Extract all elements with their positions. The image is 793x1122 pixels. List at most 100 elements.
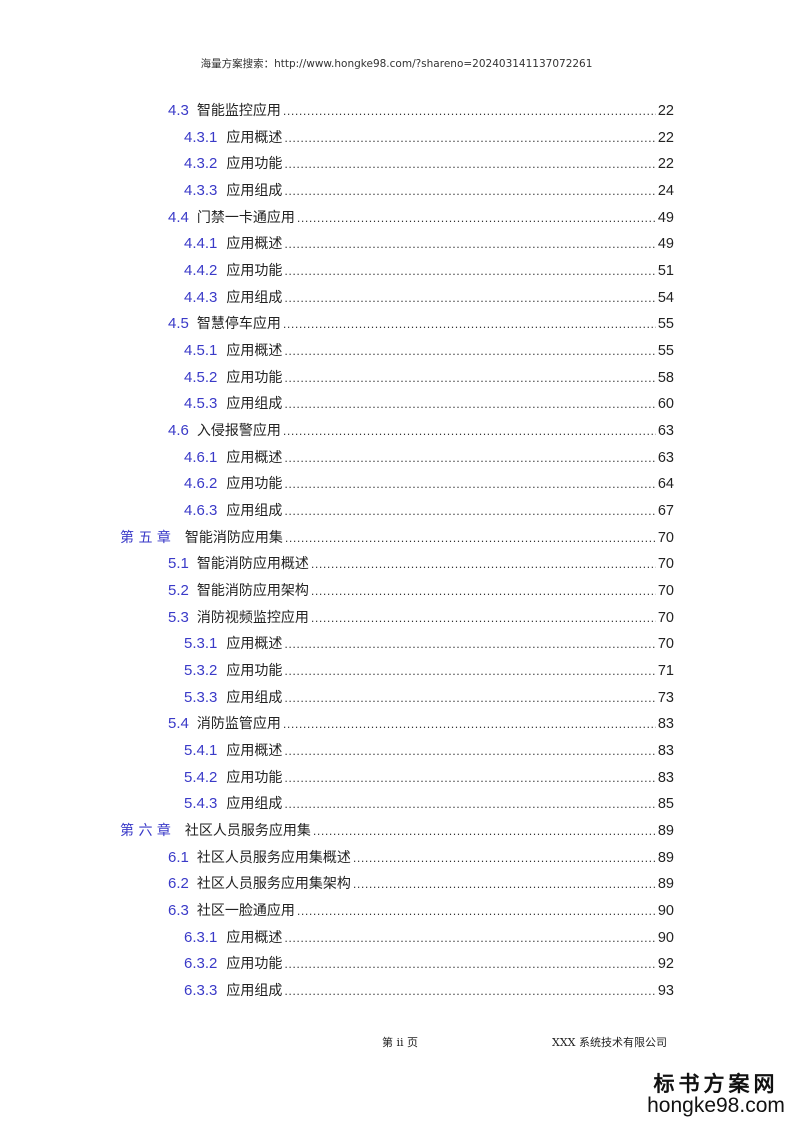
toc-title: 应用概述	[226, 343, 283, 360]
toc-entry[interactable]: 4.6.2 应用功能 64	[184, 473, 674, 493]
toc-entry[interactable]: 5.3.2 应用功能 71	[184, 660, 674, 680]
toc-entry[interactable]: 4.6.3 应用组成 67	[184, 500, 674, 520]
toc-page: 51	[657, 263, 674, 280]
toc-title: 应用概述	[226, 129, 283, 146]
toc-page: 89	[657, 823, 674, 840]
toc-leader-dots	[284, 478, 655, 491]
toc-title: 应用概述	[226, 449, 283, 466]
toc-entry[interactable]: 4.4.3 应用组成 54	[184, 287, 674, 307]
toc-title: 消防监管应用	[196, 716, 281, 733]
toc-entry[interactable]: 4.4 门禁一卡通应用 49	[168, 207, 674, 227]
toc-number: 6.3	[168, 902, 189, 920]
toc-title: 应用功能	[226, 663, 283, 680]
toc-page: 70	[657, 529, 674, 546]
toc-entry[interactable]: 6.3 社区一脸通应用 90	[168, 900, 674, 920]
toc-number: 5.4.2	[184, 768, 218, 786]
toc-leader-dots	[284, 292, 655, 305]
toc-number: 4.5.2	[184, 368, 218, 386]
toc-leader-dots	[284, 692, 655, 705]
toc-page: 64	[657, 476, 674, 493]
toc-leader-dots	[284, 798, 655, 811]
toc-page: 58	[657, 369, 674, 386]
toc-leader-dots	[353, 878, 656, 891]
toc-entry[interactable]: 5.3.3 应用组成 73	[184, 687, 674, 707]
toc-number: 4.4.2	[184, 262, 218, 280]
toc-entry[interactable]: 4.3.1 应用概述 22	[184, 127, 674, 147]
toc-entry[interactable]: 5.4 消防监管应用 83	[168, 713, 674, 733]
toc-number: 4.6.1	[184, 448, 218, 466]
toc-entry[interactable]: 4.3.3 应用组成 24	[184, 180, 674, 200]
toc-entry[interactable]: 5.3.1 应用概述 70	[184, 633, 674, 653]
toc-entry[interactable]: 6.3.3 应用组成 93	[184, 980, 674, 1000]
toc-entry[interactable]: 6.3.1 应用概述 90	[184, 927, 674, 947]
toc-number: 5.4.3	[184, 795, 218, 813]
toc-title: 应用组成	[226, 983, 283, 1000]
toc-number: 4.6.2	[184, 475, 218, 493]
page-number: 第 ii 页	[382, 1036, 419, 1049]
toc-number: 5.3.3	[184, 688, 218, 706]
toc-title: 应用功能	[226, 263, 283, 280]
toc-leader-dots	[284, 772, 655, 785]
toc-entry[interactable]: 6.2 社区人员服务应用集架构 89	[168, 873, 674, 893]
toc-entry[interactable]: 4.5.1 应用概述 55	[184, 340, 674, 360]
toc-number: 6.2	[168, 875, 189, 893]
toc-number: 5.4.1	[184, 742, 218, 760]
toc-leader-dots	[311, 585, 656, 598]
toc-title: 应用组成	[226, 689, 283, 706]
toc-title: 智能消防应用架构	[196, 583, 309, 600]
toc-leader-dots	[284, 345, 655, 358]
toc-page: 63	[657, 423, 674, 440]
toc-title: 入侵报警应用	[196, 423, 281, 440]
toc-number: 5.2	[168, 582, 189, 600]
toc-page: 24	[657, 183, 674, 199]
toc-number: 6.1	[168, 848, 189, 866]
toc-entry[interactable]: 5.4.1 应用概述 83	[184, 740, 674, 760]
toc-page: 89	[657, 876, 674, 893]
toc-title: 应用概述	[226, 636, 283, 653]
toc-leader-dots	[311, 612, 656, 625]
toc-leader-dots	[284, 372, 655, 385]
toc-entry[interactable]: 4.3 智能监控应用 22	[168, 100, 674, 120]
toc-number: 4.3	[168, 102, 189, 119]
toc-entry[interactable]: 5.2 智能消防应用架构 70	[168, 580, 674, 600]
toc-entry[interactable]: 4.5 智慧停车应用 55	[168, 313, 674, 333]
toc-page: 70	[657, 609, 674, 626]
toc-page: 67	[657, 503, 674, 520]
toc-number: 5.4	[168, 715, 189, 733]
toc-entry[interactable]: 6.3.2 应用功能 92	[184, 953, 674, 973]
toc-title: 应用组成	[226, 396, 283, 413]
toc-entry[interactable]: 4.5.2 应用功能 58	[184, 367, 674, 387]
toc-entry[interactable]: 4.6.1 应用概述 63	[184, 447, 674, 467]
toc-leader-dots	[284, 745, 655, 758]
toc-leader-dots	[283, 425, 656, 438]
toc-title: 应用组成	[226, 503, 283, 520]
toc-title: 应用功能	[226, 369, 283, 386]
toc-number: 5.3.1	[184, 635, 218, 653]
toc-leader-dots	[313, 825, 656, 838]
toc-entry[interactable]: 4.4.2 应用功能 51	[184, 260, 674, 280]
toc-entry[interactable]: 5.4.2 应用功能 83	[184, 767, 674, 787]
toc-title: 智能消防应用集	[184, 529, 283, 546]
toc-page: 54	[657, 289, 674, 306]
toc-title: 智慧停车应用	[196, 316, 281, 333]
toc-number: 4.4.3	[184, 288, 218, 306]
toc-page: 49	[657, 236, 674, 253]
toc-number: 4.3.1	[184, 128, 218, 146]
toc-entry[interactable]: 4.5.3 应用组成 60	[184, 393, 674, 413]
toc-leader-dots	[284, 185, 655, 198]
toc-entry[interactable]: 6.1 社区人员服务应用集概述 89	[168, 847, 674, 867]
toc-page: 92	[657, 956, 674, 973]
toc-entry[interactable]: 4.6 入侵报警应用 63	[168, 420, 674, 440]
toc-entry[interactable]: 5.1 智能消防应用概述 70	[168, 553, 674, 573]
toc-number: 4.6.3	[184, 502, 218, 520]
watermark-line1: 标书方案网	[653, 1071, 779, 1096]
toc-entry[interactable]: 4.3.2 应用功能 22	[184, 153, 674, 173]
toc-entry[interactable]: 4.4.1 应用概述 49	[184, 233, 674, 253]
toc-entry[interactable]: 5.4.3 应用组成 85	[184, 793, 674, 813]
toc-page: 70	[657, 583, 674, 600]
toc-title: 消防视频监控应用	[196, 609, 309, 626]
toc-entry[interactable]: 5.3 消防视频监控应用 70	[168, 607, 674, 627]
